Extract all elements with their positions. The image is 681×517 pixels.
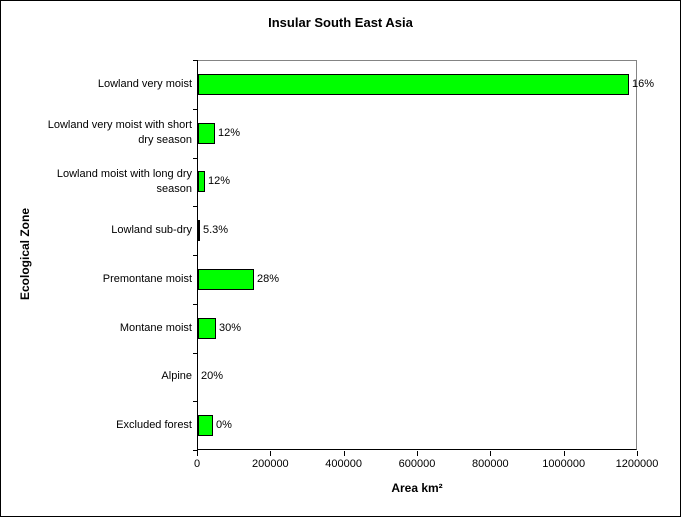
category-label: Lowland very moist (97, 77, 192, 90)
y-axis-tick (193, 109, 198, 110)
x-axis-tick (270, 451, 272, 456)
bar (198, 171, 205, 193)
y-axis-tick (193, 255, 198, 256)
x-tick-label: 800000 (471, 458, 509, 470)
y-axis-tick (193, 450, 198, 451)
bar-value-label: 12% (218, 126, 241, 139)
y-axis-tick (193, 304, 198, 305)
bar-value-label: 16% (632, 77, 655, 90)
category-label: Lowland sub-dry (111, 224, 192, 237)
y-axis-tick (193, 401, 198, 402)
bar-value-label: 12% (208, 175, 231, 188)
bar (198, 73, 629, 95)
x-tick-label: 1000000 (542, 458, 586, 470)
category-label: Lowland very moist with short dry season (47, 119, 192, 147)
category-label: Alpine (161, 370, 192, 383)
y-axis-tick (193, 206, 198, 207)
chart-title: Insular South East Asia (268, 15, 413, 30)
y-axis-tick (193, 158, 198, 159)
bar (198, 122, 215, 144)
x-axis-tick (197, 451, 198, 456)
x-tick-label: 1200000 (615, 458, 659, 470)
bar-value-label: 5.3% (203, 224, 229, 237)
x-axis-title: Area km² (391, 481, 443, 495)
y-axis-tick (193, 353, 198, 354)
bar-value-label: 28% (257, 272, 280, 285)
x-axis-tick (490, 451, 492, 456)
x-tick-label: 600000 (398, 458, 436, 470)
bar-value-label: 20% (201, 370, 224, 383)
bar-value-label: 30% (219, 321, 242, 334)
bar (198, 220, 200, 242)
x-axis-tick (563, 451, 565, 456)
category-label: Premontane moist (102, 272, 192, 285)
bar-value-label: 0% (216, 419, 232, 432)
bar (198, 268, 254, 290)
category-label: Lowland moist with long dry season (56, 167, 192, 195)
x-tick-label: 0 (193, 458, 201, 470)
x-tick-label: 200000 (251, 458, 289, 470)
x-axis-tick (417, 451, 418, 456)
category-label: Excluded forest (116, 419, 192, 432)
plot-area (197, 60, 637, 450)
y-axis-tick (193, 60, 198, 61)
x-axis-tick (637, 451, 638, 456)
y-axis-title: Ecological Zone (18, 207, 32, 301)
x-tick-label: 400000 (325, 458, 363, 470)
category-label: Montane moist (119, 321, 192, 334)
bar (198, 415, 213, 437)
bar (198, 317, 216, 339)
x-axis-tick (343, 451, 345, 456)
